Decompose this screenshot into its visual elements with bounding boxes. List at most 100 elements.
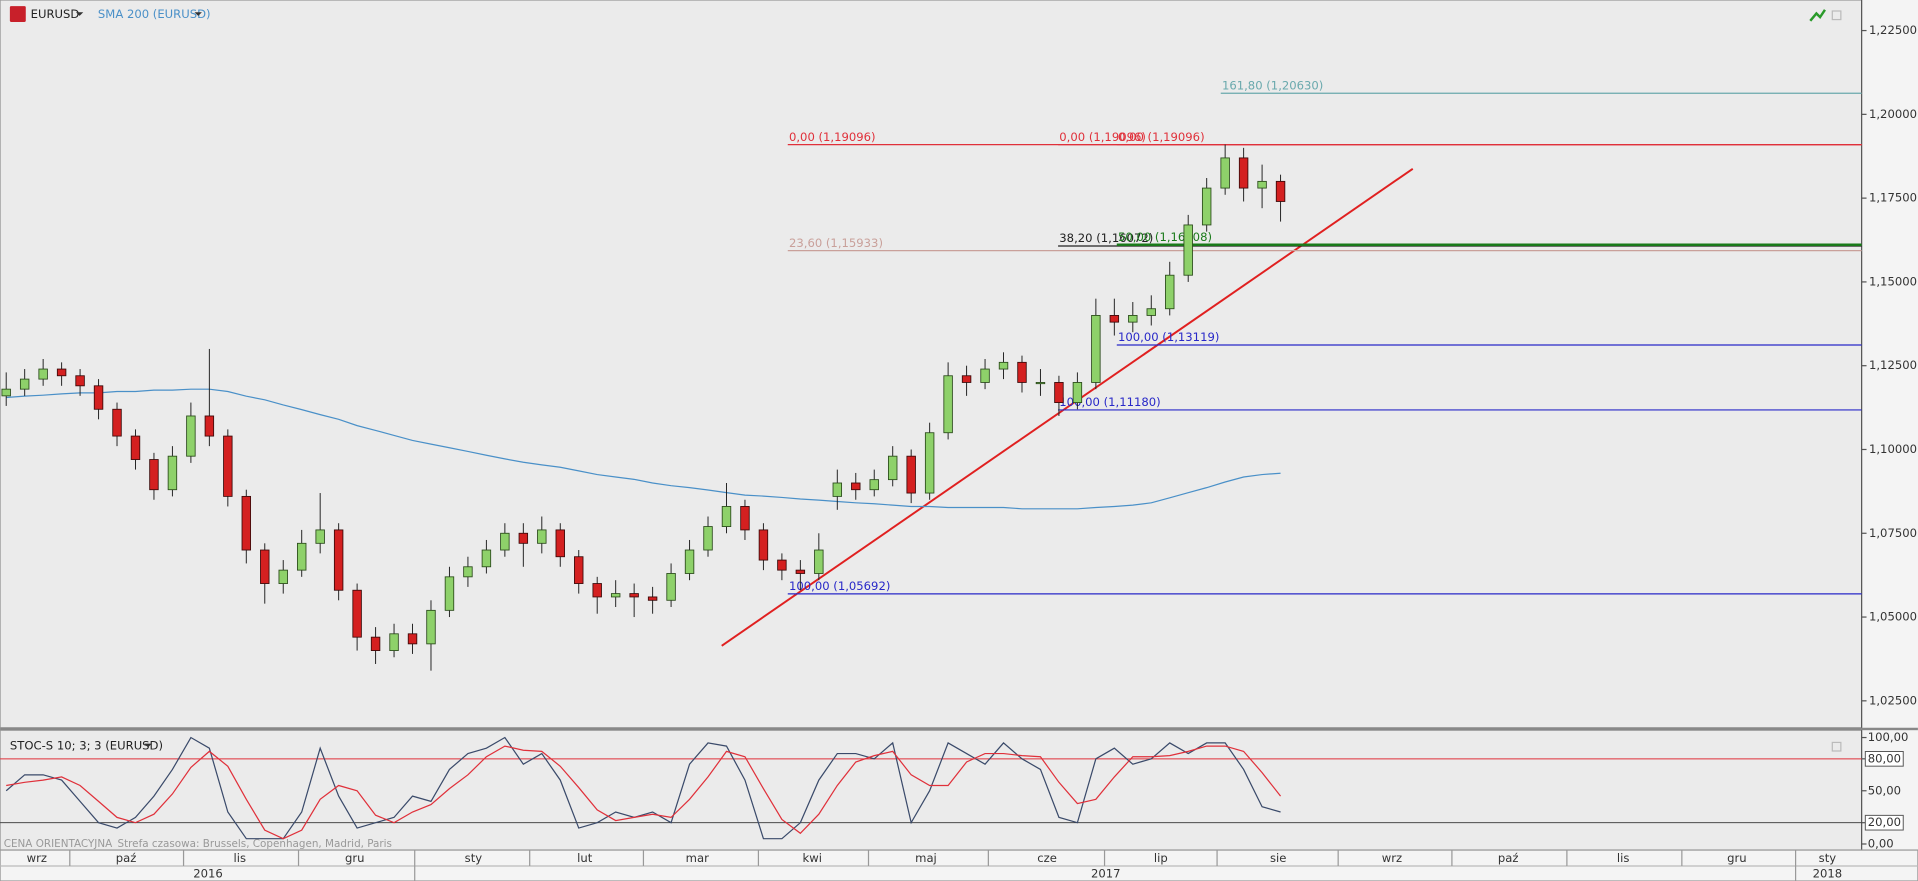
candle-body [56, 368, 67, 377]
candle-body [924, 432, 935, 494]
candle-body [666, 573, 676, 601]
candle-body [112, 408, 122, 437]
month-label: gru [345, 851, 365, 865]
tick-box [1864, 814, 1904, 831]
dropdown-arrow[interactable] [75, 12, 84, 16]
window-icon[interactable] [1831, 741, 1842, 752]
year-label: 2018 [1813, 866, 1843, 880]
trend-line[interactable] [721, 167, 1414, 647]
candle-body [998, 361, 1009, 370]
month-label: sty [465, 851, 483, 865]
window-icon[interactable] [1831, 10, 1842, 21]
y-tick-label: 1,10000 [1869, 442, 1917, 456]
candle-body [684, 549, 695, 574]
candle-body [851, 482, 861, 491]
candle-body [592, 583, 602, 598]
month-label: gru [1727, 851, 1747, 865]
y-tick-label: 1,02500 [1869, 693, 1917, 707]
candle-body [186, 415, 196, 457]
symbol-label[interactable]: EURUSD [31, 7, 80, 21]
candle-body [38, 368, 48, 380]
year-label: 2016 [193, 866, 223, 880]
candle-body [130, 435, 141, 460]
fib-label: 100,00 (1,13119) [1118, 330, 1219, 344]
chart-icon[interactable] [1809, 9, 1826, 22]
candle-body [1109, 315, 1120, 323]
candle-body [1165, 274, 1175, 310]
y-tick-label: 1,07500 [1869, 526, 1917, 540]
price-axis [1861, 0, 1918, 851]
candle-body [278, 569, 288, 584]
candle-body [463, 566, 473, 578]
candle-body [260, 549, 270, 584]
oscillator-line [6, 745, 1282, 840]
candle-body [1035, 382, 1046, 385]
candle-body [75, 375, 85, 387]
candle-body [223, 435, 233, 497]
candle-body [777, 559, 787, 571]
candle-body [1183, 224, 1193, 276]
indicator-label[interactable]: SMA 200 (EURUSD) [98, 7, 211, 21]
candle-body [1220, 157, 1230, 189]
candle-body [315, 529, 325, 544]
month-label: sie [1270, 851, 1286, 865]
candle-body [204, 415, 215, 437]
candle-body [93, 385, 104, 410]
month-label: wrz [27, 851, 47, 865]
y-tick-label: 100,00 [1868, 730, 1909, 744]
fib-label: 23,60 (1,15933) [789, 236, 883, 250]
oscillator-label[interactable]: STOC-S 10; 3; 3 (EURUSD) [10, 739, 163, 753]
candle-body [647, 596, 658, 601]
candle-body [370, 636, 381, 651]
month-label: lis [1617, 851, 1630, 865]
y-tick-label: 1,20000 [1869, 107, 1917, 121]
month-label: kwi [803, 851, 822, 865]
month-label: mar [686, 851, 709, 865]
candle-body [500, 532, 510, 551]
fib-label: 0,00 (1,19096) [789, 130, 876, 144]
candle-body [518, 532, 529, 544]
month-label: maj [915, 851, 937, 865]
candle-body [241, 495, 252, 551]
fib-label: 161,80 (1,20630) [1222, 78, 1323, 92]
y-tick-label: 1,22500 [1869, 23, 1917, 37]
candle-body [758, 529, 769, 561]
dropdown-arrow[interactable] [144, 743, 152, 748]
candle-body [1072, 382, 1083, 403]
candle-body [887, 455, 898, 481]
candle-body [481, 549, 492, 568]
candle-body [1257, 180, 1267, 189]
candle-body [1128, 315, 1138, 323]
candle-body [906, 455, 916, 494]
fib-label: 0,00 (1,19096) [1059, 130, 1146, 144]
candle-body [814, 549, 824, 574]
candle-body [795, 569, 806, 574]
symbol-icon[interactable] [9, 6, 26, 23]
main-panel [0, 0, 1863, 729]
y-tick-label: 1,15000 [1869, 274, 1917, 288]
y-tick-label: 1,05000 [1869, 610, 1917, 624]
candle-body [832, 482, 843, 497]
candle-body [740, 506, 750, 531]
panel-divider [0, 727, 1918, 731]
y-tick-label: 0,00 [1868, 836, 1894, 850]
month-label: sty [1819, 851, 1837, 865]
fib-label: 100,00 (1,11180) [1059, 395, 1160, 409]
candle-body [407, 633, 418, 645]
candle-body [444, 576, 455, 611]
candle-body [1054, 382, 1064, 403]
fib-label: 50,00 (1,16108) [1118, 230, 1212, 244]
month-label: lut [577, 851, 593, 865]
candle-body [1, 388, 11, 397]
candle-body [610, 593, 621, 598]
dropdown-arrow[interactable] [194, 12, 202, 16]
candle-body [943, 375, 953, 434]
candle-body [333, 529, 344, 591]
fib-label: 0,00 (1,19096) [1118, 130, 1205, 144]
candle-body [1201, 187, 1212, 226]
month-label: paź [116, 851, 137, 865]
candle-body [1146, 308, 1156, 316]
candle-body [980, 368, 990, 383]
